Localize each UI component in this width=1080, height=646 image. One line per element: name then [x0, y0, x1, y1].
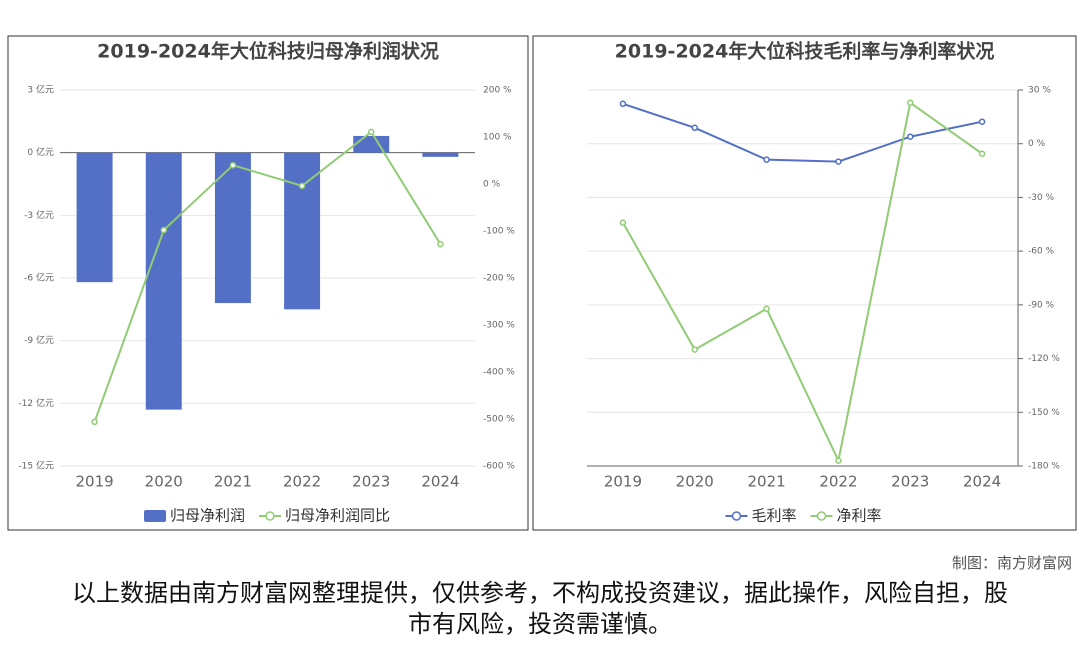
y2-tick-label: -500 %	[483, 415, 515, 425]
x-tick-label: 2020	[676, 473, 714, 491]
legend-swatch	[144, 510, 166, 522]
x-tick-label: 2021	[747, 473, 785, 491]
y2-tick-label: -600 %	[483, 462, 515, 472]
y-tick-label: -30 %	[1028, 193, 1055, 203]
line	[622, 101, 983, 464]
disclaimer: 以上数据由南方财富网整理提供，仅供参考，不构成投资建议，据此操作，风险自担，股市…	[72, 579, 1008, 638]
point	[763, 156, 770, 163]
y-tick-label: -90 %	[1028, 300, 1055, 310]
x-tick-label: 2024	[421, 473, 459, 491]
x-tick-label: 2023	[352, 473, 390, 491]
point	[763, 305, 770, 313]
point	[835, 158, 842, 165]
x-tick-label: 2021	[214, 473, 252, 491]
line	[622, 102, 983, 163]
y2-tick-label: -100 %	[483, 227, 515, 237]
y-tick-label: 30 %	[1028, 86, 1051, 96]
point	[619, 219, 627, 226]
y-tick-label: -3 亿元	[24, 209, 54, 221]
y-tick-label: 3 亿元	[27, 84, 54, 96]
legend-label: 归母净利润	[170, 507, 245, 525]
x-tick-label: 2019	[75, 473, 113, 491]
bar	[353, 135, 390, 153]
y2-tick-label: 200 %	[483, 86, 512, 96]
point	[907, 133, 914, 140]
y-tick-label: -120 %	[1028, 354, 1060, 364]
point	[368, 128, 375, 136]
y-tick-label: -6 亿元	[24, 272, 54, 284]
point	[437, 240, 444, 248]
panel	[7, 35, 529, 531]
bar	[76, 152, 113, 283]
y2-tick-label: -200 %	[483, 274, 515, 284]
y-tick-label: 0 %	[1028, 139, 1046, 149]
point	[907, 99, 914, 106]
bar	[214, 152, 251, 304]
y2-tick-label: -300 %	[483, 321, 515, 331]
point	[691, 124, 698, 132]
line	[93, 130, 442, 423]
y2-tick-label: -400 %	[483, 368, 515, 378]
point	[619, 100, 627, 108]
point	[978, 150, 986, 157]
legend-swatch	[731, 511, 742, 521]
y-tick-label: -15 亿元	[18, 460, 54, 472]
point	[691, 346, 698, 353]
point	[978, 118, 986, 125]
x-tick-label: 2024	[963, 473, 1001, 491]
chart-title: 2019-2024年大位科技毛利率与净利率状况	[615, 40, 995, 63]
point	[229, 161, 237, 169]
y-tick-label: -60 %	[1028, 247, 1055, 257]
legend-label: 毛利率	[752, 507, 797, 525]
y-tick-label: 0 亿元	[27, 146, 54, 158]
panel	[532, 35, 1077, 531]
x-tick-label: 2023	[891, 473, 929, 491]
y-tick-label: -180 %	[1028, 462, 1060, 472]
x-tick-label: 2019	[604, 473, 642, 491]
point	[835, 457, 842, 464]
y2-tick-label: 0 %	[483, 180, 501, 190]
y-tick-label: -9 亿元	[24, 334, 54, 346]
chart-title: 2019-2024年大位科技归母净利润状况	[97, 40, 439, 63]
x-tick-label: 2022	[819, 473, 857, 491]
legend-label: 归母净利润同比	[285, 507, 390, 525]
x-tick-label: 2022	[283, 473, 321, 491]
y-tick-label: -150 %	[1028, 408, 1060, 418]
bar	[145, 152, 182, 410]
point	[298, 182, 306, 190]
bar	[422, 152, 459, 157]
credit: 制图：南方财富网	[951, 554, 1072, 572]
point	[160, 226, 167, 234]
legend-swatch	[265, 511, 275, 521]
legend-label: 净利率	[837, 507, 882, 525]
x-tick-label: 2020	[145, 473, 183, 491]
legend-swatch	[816, 511, 827, 521]
y-tick-label: -12 亿元	[18, 397, 54, 409]
bar	[284, 152, 321, 310]
y2-tick-label: 100 %	[483, 133, 512, 143]
point	[91, 418, 98, 426]
